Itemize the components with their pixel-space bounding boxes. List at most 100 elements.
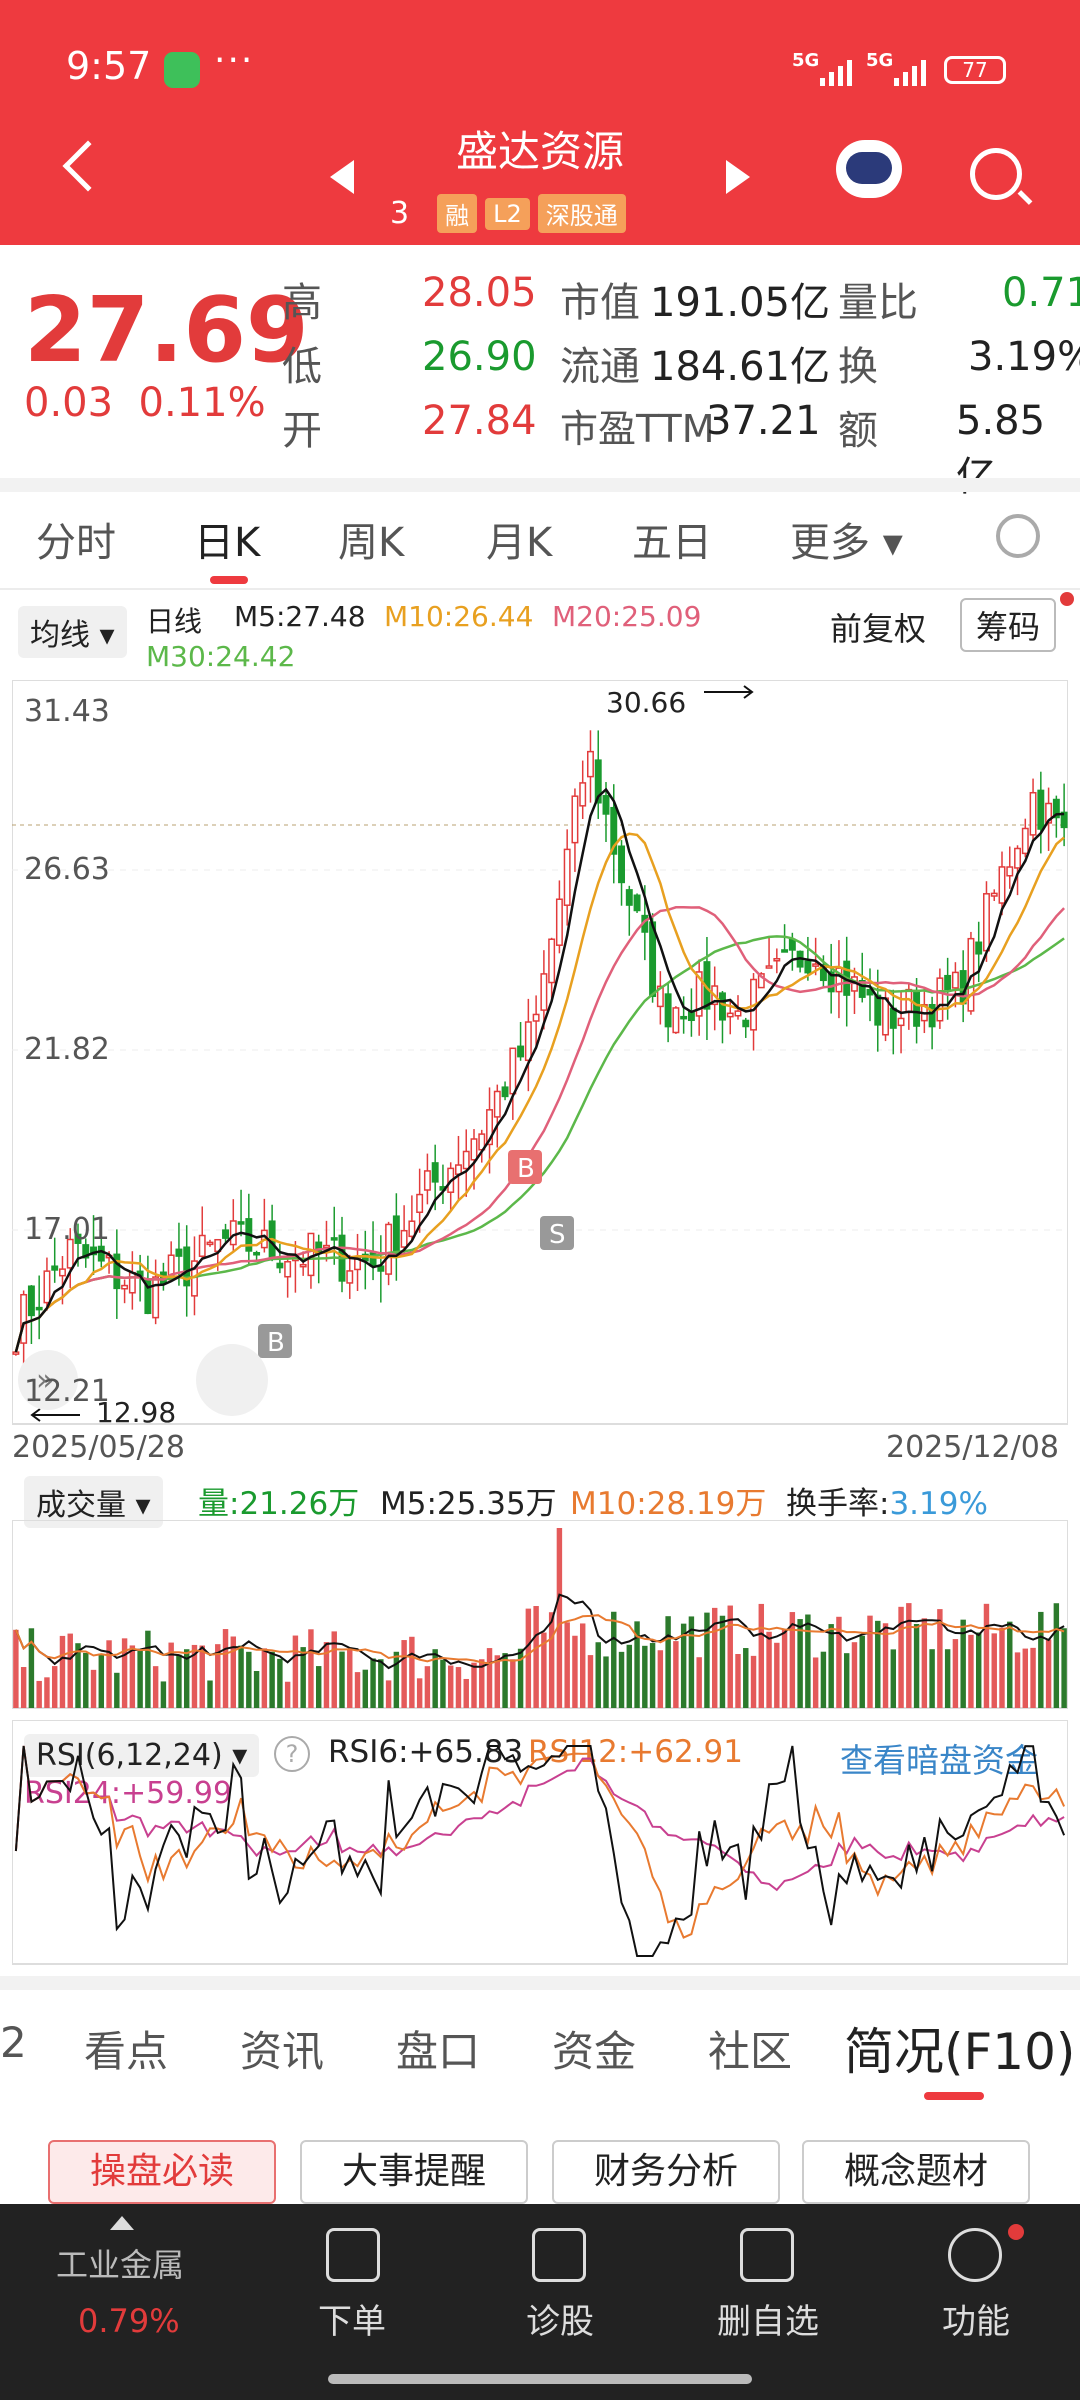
candle-body bbox=[493, 1090, 501, 1118]
tab-profile[interactable]: 简况(F10) bbox=[844, 2023, 1076, 2081]
candle-body bbox=[113, 1253, 121, 1290]
fullscreen-icon[interactable] bbox=[196, 1344, 268, 1416]
volume-bar bbox=[315, 1666, 322, 1708]
candle-body bbox=[540, 973, 548, 1011]
rsi6-value: RSI6:+65.83 bbox=[328, 1734, 524, 1770]
volume-bar bbox=[300, 1647, 306, 1708]
start-date: 2025/05/28 bbox=[12, 1430, 185, 1465]
candle-body bbox=[128, 1271, 136, 1294]
volume-bar bbox=[277, 1658, 283, 1708]
volume-bar bbox=[634, 1621, 640, 1708]
volume-bar bbox=[1045, 1639, 1052, 1708]
tab-weekly-k[interactable]: 周K bbox=[338, 520, 405, 566]
candle-body bbox=[625, 889, 633, 906]
tab-intraday[interactable]: 分时 bbox=[36, 520, 116, 566]
rsi-indicator-selector[interactable]: RSI(6,12,24) ▾ bbox=[24, 1734, 260, 1777]
tab-partial[interactable]: 2 bbox=[0, 2018, 27, 2067]
tab-five-day[interactable]: 五日 bbox=[632, 520, 712, 566]
tab-orderbook[interactable]: 盘口 bbox=[396, 2027, 481, 2076]
ma10-line bbox=[14, 832, 1065, 1353]
candle-body bbox=[222, 1229, 229, 1239]
volume-bar bbox=[983, 1603, 990, 1708]
candle-body bbox=[59, 1268, 66, 1277]
robot-assistant-icon[interactable] bbox=[836, 140, 902, 198]
next-stock-icon[interactable] bbox=[726, 160, 750, 194]
volume-bar bbox=[828, 1624, 834, 1708]
tab-daily-k[interactable]: 日K bbox=[194, 520, 261, 566]
volume-bar bbox=[447, 1665, 454, 1708]
prev-stock-icon[interactable] bbox=[330, 160, 354, 194]
tab-monthly-k[interactable]: 月K bbox=[486, 520, 553, 566]
volume-bar bbox=[44, 1677, 50, 1708]
volume-bar bbox=[626, 1644, 633, 1708]
candle-body bbox=[237, 1221, 245, 1225]
rsi12-line bbox=[14, 1745, 1066, 1939]
order-icon[interactable] bbox=[326, 2228, 380, 2282]
dark-pool-link[interactable]: 查看暗盘资金 bbox=[840, 1741, 1038, 1780]
volume-bar bbox=[999, 1627, 1005, 1708]
function-icon[interactable] bbox=[948, 2228, 1002, 2282]
nav-function[interactable]: 功能 bbox=[942, 2302, 1010, 2342]
home-indicator[interactable] bbox=[328, 2374, 752, 2384]
volume-bar bbox=[611, 1611, 617, 1708]
float-label: 流通 bbox=[560, 344, 640, 390]
tab-funds[interactable]: 资金 bbox=[552, 2027, 637, 2076]
candle-body bbox=[470, 1138, 478, 1161]
volume-bar bbox=[1022, 1648, 1029, 1708]
subtab-trading-guide[interactable]: 操盘必读 bbox=[48, 2140, 276, 2204]
volume-bar bbox=[665, 1616, 671, 1708]
volume-bar bbox=[471, 1662, 477, 1708]
diagnose-icon[interactable] bbox=[532, 2228, 586, 2282]
sector-name[interactable]: 工业金属 bbox=[56, 2246, 185, 2284]
candle-body bbox=[555, 898, 563, 946]
chart-settings-icon[interactable] bbox=[996, 514, 1040, 558]
sector-change: 0.79% bbox=[78, 2302, 180, 2340]
candle-body bbox=[827, 971, 835, 993]
price-change: 0.03 0.11% bbox=[24, 380, 266, 426]
candle-body bbox=[74, 1233, 82, 1244]
nav-order[interactable]: 下单 bbox=[318, 2302, 386, 2342]
candle-body bbox=[299, 1263, 307, 1268]
candle-body bbox=[501, 1086, 509, 1098]
candle-body bbox=[20, 1293, 28, 1344]
chip-distribution-button[interactable]: 筹码 bbox=[960, 598, 1057, 652]
volume-bar bbox=[1007, 1621, 1013, 1708]
indicator-selector[interactable]: 均线 ▾ bbox=[18, 606, 127, 658]
volume-bar bbox=[502, 1653, 508, 1708]
divider bbox=[0, 588, 1080, 590]
tab-news[interactable]: 资讯 bbox=[240, 2027, 325, 2076]
remove-watchlist-icon[interactable] bbox=[740, 2228, 794, 2282]
chevron-up-icon[interactable] bbox=[110, 2216, 134, 2230]
volume-bar bbox=[378, 1659, 384, 1708]
volume-bar bbox=[486, 1648, 493, 1708]
volume-bar bbox=[494, 1655, 501, 1708]
high-label: 30.66 bbox=[606, 686, 687, 719]
volume-bar bbox=[20, 1667, 27, 1708]
nav-diagnose[interactable]: 诊股 bbox=[526, 2302, 594, 2342]
nav-remove-watchlist[interactable]: 删自选 bbox=[717, 2302, 819, 2342]
tab-highlights[interactable]: 看点 bbox=[84, 2027, 169, 2076]
section-separator bbox=[0, 478, 1080, 492]
volume-bar bbox=[587, 1655, 594, 1708]
function-badge bbox=[1008, 2224, 1024, 2240]
adjust-mode[interactable]: 前复权 bbox=[830, 610, 927, 648]
volume-bar bbox=[680, 1623, 687, 1708]
subtab-financials[interactable]: 财务分析 bbox=[552, 2140, 780, 2204]
subtab-events[interactable]: 大事提醒 bbox=[300, 2140, 528, 2204]
help-icon[interactable]: ? bbox=[274, 1736, 310, 1772]
kline-chart[interactable]: » bbox=[12, 680, 1068, 1426]
volume-bar bbox=[90, 1669, 97, 1708]
candle-body bbox=[323, 1244, 330, 1249]
candle-body bbox=[571, 795, 579, 844]
volume-bar bbox=[649, 1643, 656, 1708]
expand-icon[interactable] bbox=[18, 1350, 78, 1410]
volume-m5: M5:25.35万 bbox=[380, 1486, 557, 1522]
candle-body bbox=[757, 973, 765, 989]
y-tick-4: 17.01 bbox=[24, 1212, 110, 1247]
tab-community[interactable]: 社区 bbox=[708, 2027, 793, 2076]
volume-bar bbox=[875, 1620, 881, 1708]
candle-body bbox=[121, 1284, 129, 1290]
subtab-concepts[interactable]: 概念题材 bbox=[802, 2140, 1030, 2204]
tab-more[interactable]: 更多 ▾ bbox=[790, 520, 903, 566]
search-icon[interactable] bbox=[970, 148, 1022, 200]
